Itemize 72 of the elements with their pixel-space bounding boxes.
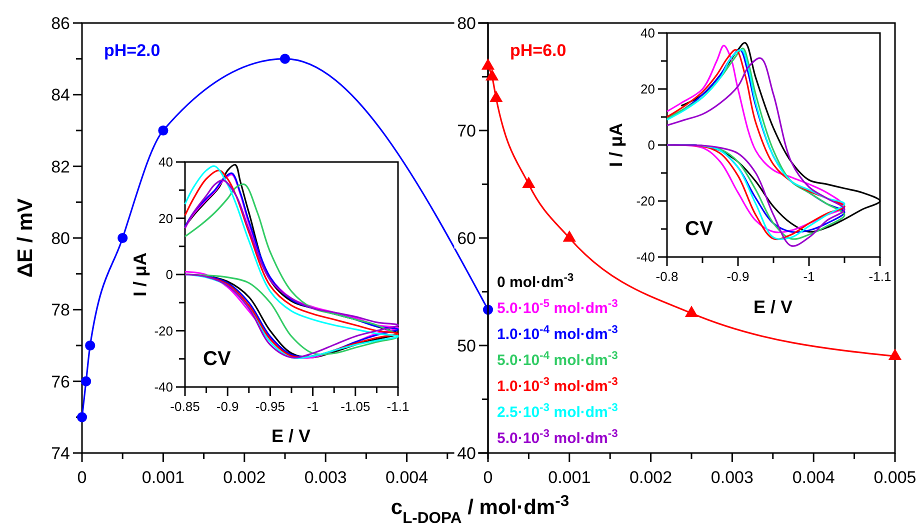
- y-axis-title: ΔE / mV: [14, 198, 37, 278]
- text: 1.0·10$^{-4}$ mol·dm$^{-3}$: [497, 324, 618, 343]
- text: 2.5·10$^{-3}$ mol·dm$^{-3}$: [497, 402, 618, 421]
- annotation: CV: [203, 348, 232, 370]
- text: 5.0·10$^{-3}$ mol·dm$^{-3}$: [497, 428, 618, 447]
- y-tick-label: -40: [636, 250, 655, 265]
- x-tick-label: 0.003: [304, 468, 347, 487]
- y-tick-label: 40: [457, 444, 476, 463]
- x-axis-title: c$_{L-DOPA}$ / mol·dm$^{-3}$: [390, 492, 570, 524]
- x-tick-label: 0: [77, 468, 87, 487]
- x-tick-label: -0.85: [170, 399, 200, 414]
- point: [490, 90, 503, 102]
- text: 5.0·10$^{-5}$ mol·dm$^{-3}$: [497, 298, 618, 317]
- x-tick-label: -1: [307, 399, 319, 414]
- x-axis-title: E / V: [271, 426, 311, 446]
- text: 1.0·10$^{-3}$ mol·dm$^{-3}$: [497, 376, 618, 395]
- x-axis-title: E / V: [753, 297, 793, 317]
- y-tick-label: 84: [51, 86, 70, 105]
- series-label: pH=6.0: [510, 41, 566, 60]
- x-tick-label: 0.005: [874, 468, 916, 487]
- text: pH=2.0: [104, 41, 160, 60]
- point: [684, 306, 698, 318]
- y-tick-label: 60: [457, 228, 476, 248]
- y-tick-label: 70: [457, 121, 476, 140]
- y-tick-label: -20: [636, 194, 655, 209]
- x-tick-label: -1.1: [386, 399, 410, 414]
- y-tick-label: -20: [154, 323, 173, 338]
- y-tick-label: 86: [51, 14, 70, 33]
- point: [562, 230, 576, 242]
- y-tick-label: 0: [648, 138, 655, 153]
- x-tick-label: 0.003: [710, 468, 754, 487]
- text: 0 mol·dm$^{-3}$: [497, 272, 574, 291]
- x-tick-label: 0.004: [386, 468, 428, 487]
- y-axis-title: I / μA: [606, 122, 626, 168]
- x-tick-label: 0.002: [630, 468, 672, 487]
- x-tick-label: 0.001: [548, 468, 591, 487]
- y-tick-label: 20: [158, 210, 173, 226]
- point: [76, 412, 88, 422]
- y-tick-label: 20: [640, 82, 655, 97]
- x-tick-label: -1: [803, 269, 815, 284]
- point: [485, 69, 499, 81]
- y-tick-label: 80: [51, 228, 70, 248]
- y-tick-label: 78: [51, 300, 70, 320]
- y-tick-label: 76: [51, 372, 70, 392]
- x-tick-label: 0.001: [142, 468, 184, 487]
- y-tick-label: 80: [457, 14, 476, 33]
- x-tick-label: -1.1: [868, 269, 892, 284]
- point: [888, 348, 902, 360]
- x-tick-label: 0.004: [792, 468, 835, 487]
- x-tick-label: 0: [483, 468, 493, 487]
- point: [158, 125, 168, 136]
- point: [81, 376, 92, 386]
- x-tick-label: -0.95: [255, 399, 286, 414]
- point: [481, 58, 495, 70]
- y-tick-label: 40: [158, 154, 173, 170]
- y-tick-label: 50: [457, 336, 476, 356]
- y-tick-label: -40: [154, 380, 173, 395]
- point: [118, 232, 128, 244]
- y-tick-label: 74: [51, 444, 70, 463]
- annotation: CV: [685, 218, 714, 240]
- point: [522, 176, 536, 188]
- y-tick-label: 40: [640, 26, 655, 41]
- x-tick-label: -0.9: [216, 399, 239, 414]
- x-tick-label: -1.05: [340, 399, 370, 414]
- y-axis-title: I / μA: [130, 252, 150, 297]
- y-tick-label: 82: [51, 157, 70, 176]
- point: [280, 54, 290, 64]
- text: 5.0·10$^{-4}$ mol·dm$^{-3}$: [497, 350, 618, 369]
- point: [85, 340, 96, 351]
- x-tick-label: -0.9: [726, 269, 750, 284]
- x-tick-label: 0.002: [223, 468, 266, 487]
- x-tick-label: -0.8: [656, 269, 678, 284]
